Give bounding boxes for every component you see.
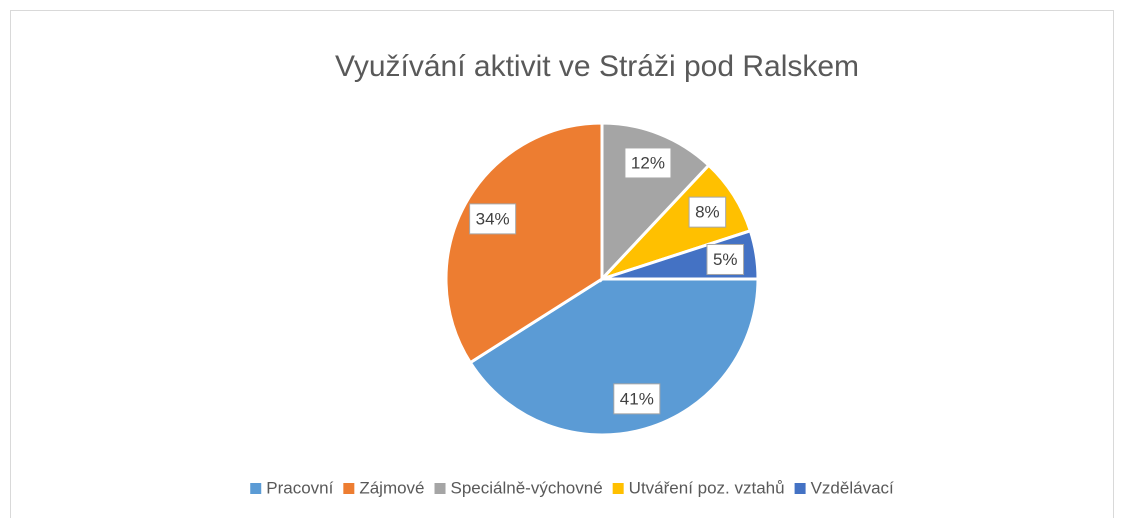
data-label-box [624,147,672,179]
data-label: 12% [624,147,672,179]
legend-label: Utváření poz. vztahů [629,478,785,497]
data-label: 5% [706,243,745,275]
data-label-box [469,203,517,235]
data-label: 8% [688,196,727,228]
pie-slice [444,121,604,365]
data-label-box [688,196,727,228]
data-label-text: 34% [476,209,510,228]
data-label-text: 41% [620,389,654,408]
data-label-text: 12% [631,153,665,172]
legend-marker [250,483,262,494]
data-label-box [613,383,661,415]
legend-label: Vzdělávací [811,478,894,497]
legend-marker [434,483,446,494]
legend-label: Speciálně-výchovné [451,478,603,497]
data-label-text: 8% [695,203,720,222]
legend-marker [612,483,624,494]
legend-label: Zájmové [359,478,424,497]
chart-title: Využívání aktivit ve Stráži pod Ralskem [335,50,859,83]
data-label-box [706,243,745,275]
data-label: 41% [613,383,661,415]
legend-marker [343,483,355,494]
data-label: 34% [469,203,517,235]
legend-marker [794,483,806,494]
data-label-text: 5% [713,250,738,269]
legend: Pracovní Zájmové Speciálně-výchovné Utvářen… [250,478,894,497]
chart-border [10,10,1114,518]
legend-label: Pracovní [266,478,333,497]
